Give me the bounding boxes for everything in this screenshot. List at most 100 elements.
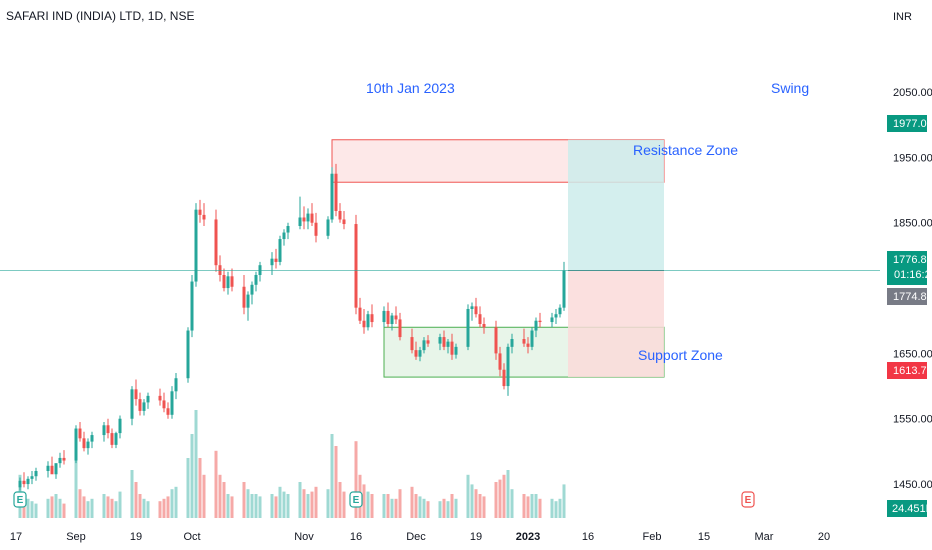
candle-body[interactable] bbox=[46, 465, 50, 471]
candle-body[interactable] bbox=[470, 306, 474, 309]
date-annotation[interactable]: 10th Jan 2023 bbox=[366, 80, 455, 96]
swing-annotation[interactable]: Swing bbox=[771, 80, 809, 96]
candle-body[interactable] bbox=[554, 314, 558, 318]
candle-body[interactable] bbox=[114, 433, 118, 445]
candle-body[interactable] bbox=[306, 213, 310, 222]
candle-body[interactable] bbox=[394, 315, 398, 320]
candle-body[interactable] bbox=[386, 310, 390, 324]
candle-body[interactable] bbox=[158, 395, 162, 401]
support-zone-label[interactable]: Support Zone bbox=[638, 347, 723, 363]
candle-body[interactable] bbox=[530, 330, 534, 347]
candle-body[interactable] bbox=[558, 307, 562, 315]
candle-body[interactable] bbox=[166, 408, 170, 415]
candle-body[interactable] bbox=[202, 214, 206, 220]
candle-body[interactable] bbox=[142, 402, 146, 411]
candle-body[interactable] bbox=[78, 428, 82, 439]
candle-body[interactable] bbox=[18, 480, 22, 488]
candle-body[interactable] bbox=[354, 224, 358, 308]
candle-body[interactable] bbox=[362, 320, 366, 328]
candle-body[interactable] bbox=[198, 209, 202, 215]
candle-body[interactable] bbox=[506, 346, 510, 387]
candle-body[interactable] bbox=[274, 258, 278, 262]
candle-body[interactable] bbox=[366, 314, 370, 328]
candle-body[interactable] bbox=[58, 457, 62, 464]
earnings-icon[interactable] bbox=[741, 491, 755, 508]
candle-body[interactable] bbox=[454, 346, 458, 355]
candle-body[interactable] bbox=[450, 341, 454, 355]
resistance-zone-label[interactable]: Resistance Zone bbox=[633, 142, 738, 158]
candle-body[interactable] bbox=[106, 425, 110, 434]
candle-body[interactable] bbox=[534, 320, 538, 331]
candle-body[interactable] bbox=[334, 173, 338, 211]
candle-body[interactable] bbox=[410, 337, 414, 351]
candle-body[interactable] bbox=[338, 210, 342, 220]
candle-body[interactable] bbox=[174, 378, 178, 392]
long-position-stop[interactable] bbox=[568, 270, 664, 378]
candle-body[interactable] bbox=[330, 173, 334, 220]
candle-body[interactable] bbox=[494, 327, 498, 354]
candle-body[interactable] bbox=[342, 219, 346, 225]
candle-body[interactable] bbox=[390, 315, 394, 324]
candle-body[interactable] bbox=[310, 213, 314, 223]
candle-body[interactable] bbox=[474, 306, 478, 315]
candle-body[interactable] bbox=[438, 337, 442, 344]
candle-body[interactable] bbox=[522, 339, 526, 344]
candle-body[interactable] bbox=[302, 217, 306, 222]
candle-body[interactable] bbox=[426, 340, 430, 344]
candle-body[interactable] bbox=[326, 219, 330, 236]
candle-body[interactable] bbox=[482, 324, 486, 328]
candle-body[interactable] bbox=[466, 308, 470, 347]
candle-body[interactable] bbox=[186, 330, 190, 379]
candle-body[interactable] bbox=[118, 418, 122, 434]
candle-body[interactable] bbox=[226, 276, 230, 289]
candle-body[interactable] bbox=[74, 428, 78, 461]
candle-body[interactable] bbox=[90, 435, 94, 442]
candle-body[interactable] bbox=[194, 209, 198, 282]
candle-body[interactable] bbox=[418, 350, 422, 357]
candle-body[interactable] bbox=[414, 350, 418, 357]
candle-body[interactable] bbox=[422, 340, 426, 351]
candle-body[interactable] bbox=[282, 232, 286, 240]
candle-body[interactable] bbox=[562, 270, 566, 308]
candle-body[interactable] bbox=[214, 219, 218, 266]
candle-body[interactable] bbox=[498, 353, 502, 370]
candle-body[interactable] bbox=[298, 217, 302, 226]
candle-body[interactable] bbox=[478, 314, 482, 324]
candle-body[interactable] bbox=[242, 286, 246, 308]
candle-body[interactable] bbox=[538, 320, 542, 323]
candle-body[interactable] bbox=[26, 478, 30, 485]
candle-body[interactable] bbox=[250, 284, 254, 295]
candle-body[interactable] bbox=[170, 391, 174, 415]
candle-body[interactable] bbox=[110, 433, 114, 445]
candle-body[interactable] bbox=[82, 438, 86, 449]
candle-body[interactable] bbox=[246, 294, 250, 308]
candle-body[interactable] bbox=[358, 307, 362, 321]
candle-body[interactable] bbox=[138, 399, 142, 411]
candle-body[interactable] bbox=[146, 395, 150, 403]
candle-body[interactable] bbox=[286, 226, 290, 233]
candle-body[interactable] bbox=[510, 339, 514, 347]
candle-body[interactable] bbox=[314, 222, 318, 236]
candle-body[interactable] bbox=[526, 343, 530, 347]
earnings-icon[interactable] bbox=[349, 491, 363, 508]
earnings-icon[interactable] bbox=[13, 491, 27, 508]
candle-body[interactable] bbox=[370, 314, 374, 323]
candle-body[interactable] bbox=[86, 441, 90, 449]
candle-body[interactable] bbox=[222, 275, 226, 289]
long-position-target[interactable] bbox=[568, 139, 664, 271]
candle-body[interactable] bbox=[162, 400, 166, 409]
candle-body[interactable] bbox=[502, 369, 506, 387]
candle-body[interactable] bbox=[270, 258, 274, 266]
candle-body[interactable] bbox=[34, 471, 38, 477]
candle-body[interactable] bbox=[442, 337, 446, 347]
candle-body[interactable] bbox=[550, 317, 554, 323]
candle-body[interactable] bbox=[130, 389, 134, 419]
candle-body[interactable] bbox=[54, 463, 58, 475]
candle-body[interactable] bbox=[278, 239, 282, 262]
candle-body[interactable] bbox=[382, 310, 386, 323]
candle-body[interactable] bbox=[102, 425, 106, 436]
candle-body[interactable] bbox=[446, 341, 450, 347]
candle-body[interactable] bbox=[62, 457, 66, 461]
